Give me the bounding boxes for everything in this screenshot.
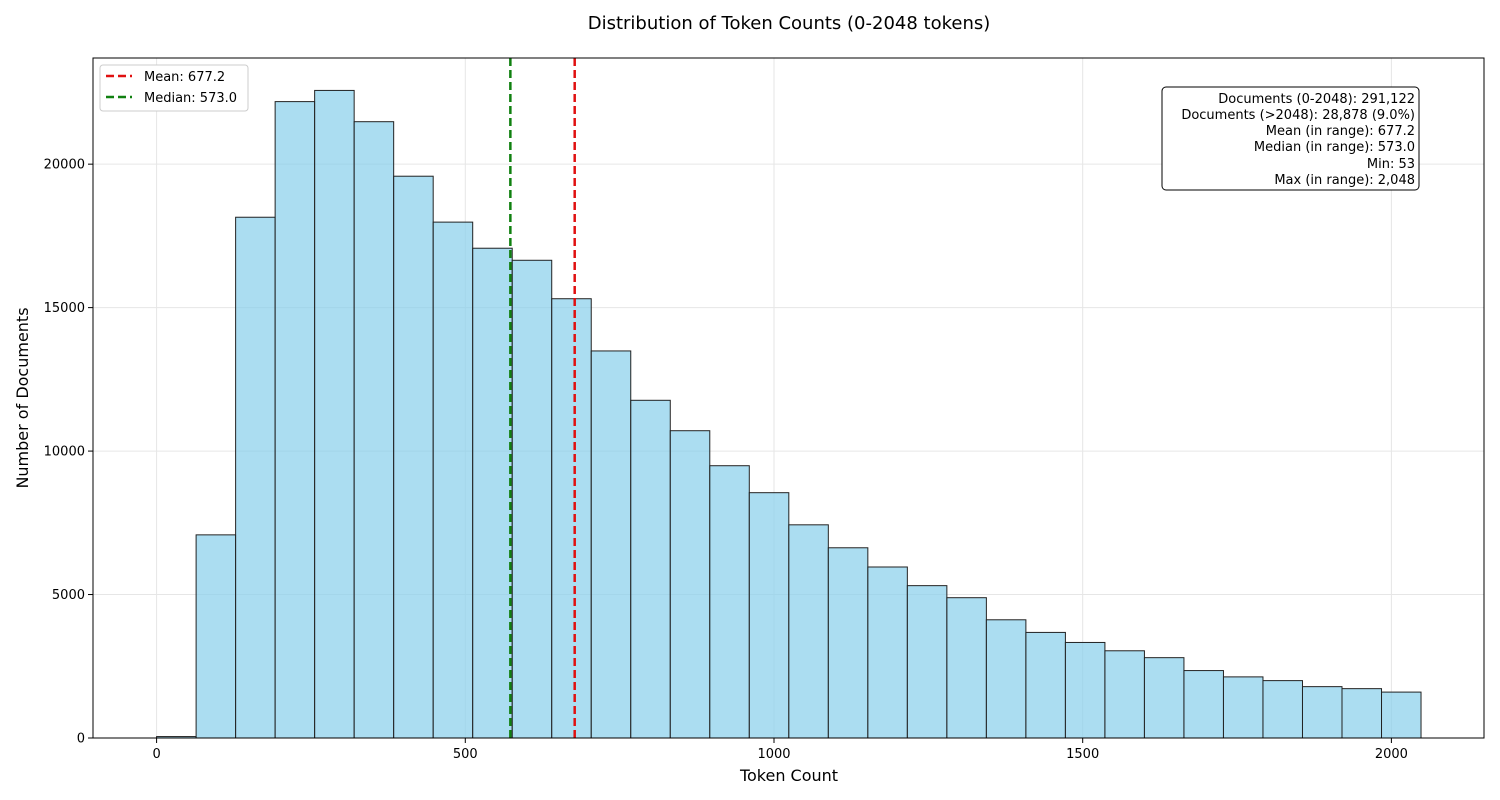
histogram-bar [1064, 641, 1106, 739]
stats-line-max: Max (in range): 2,048 [1274, 173, 1415, 188]
histogram-bar [1341, 688, 1383, 739]
legend-box [99, 64, 249, 112]
reference-lines [509, 58, 576, 738]
x-tick-label: 500 [453, 747, 478, 762]
histogram-bar [669, 430, 711, 739]
stats-box: Documents (0-2048): 291,122 Documents (>… [1161, 86, 1420, 191]
histogram-bar [867, 566, 908, 739]
stats-line-mean: Mean (in range): 677.2 [1266, 124, 1415, 139]
histogram-bar [472, 247, 513, 739]
stats-line-documents-over: Documents (>2048): 28,878 (9.0%) [1181, 108, 1415, 123]
histogram-bar [314, 89, 355, 739]
stats-box-frame [1161, 86, 1420, 191]
x-tick-label: 0 [152, 747, 160, 762]
histogram-bars [156, 89, 1422, 739]
histogram-bar [946, 597, 987, 739]
legend: Mean: 677.2 Median: 573.0 [99, 64, 249, 112]
stats-line-median: Median (in range): 573.0 [1254, 140, 1415, 155]
legend-mean-label: Mean: 677.2 [144, 70, 225, 85]
histogram-bar [906, 585, 948, 739]
y-tick-label: 15000 [44, 301, 85, 316]
histogram-bar [274, 101, 316, 739]
histogram-bar [788, 524, 829, 739]
y-tick-label: 5000 [52, 588, 85, 603]
histogram-bar [1104, 650, 1145, 739]
histogram-bar [551, 298, 592, 739]
chart-title: Distribution of Token Counts (0-2048 tok… [588, 13, 991, 34]
y-axis-ticks: 0 5000 10000 15000 20000 [44, 158, 93, 747]
x-tick-label: 2000 [1375, 747, 1408, 762]
histogram-bar [1025, 631, 1066, 739]
histogram-bar [195, 534, 237, 739]
y-tick-label: 10000 [44, 445, 85, 460]
histogram-bar [1183, 670, 1224, 739]
histogram-bar [630, 399, 671, 739]
x-tick-label: 1000 [757, 747, 790, 762]
stats-line-documents-in-range: Documents (0-2048): 291,122 [1218, 92, 1415, 107]
histogram-bar [985, 619, 1027, 739]
histogram-bar [432, 221, 474, 739]
histogram-bar [590, 350, 632, 739]
histogram-bar [235, 216, 276, 739]
x-axis-label: Token Count [739, 766, 838, 785]
x-tick-label: 1500 [1066, 747, 1099, 762]
stats-line-min: Min: 53 [1367, 157, 1415, 172]
histogram-bar [393, 175, 434, 739]
x-axis-ticks: 0 500 1000 1500 2000 [152, 738, 1408, 762]
histogram-bar [353, 121, 395, 739]
histogram-bar [511, 259, 553, 739]
histogram-bar [709, 465, 750, 739]
y-tick-label: 0 [77, 732, 85, 747]
histogram-bar [1222, 676, 1264, 739]
plot-frame [92, 57, 1485, 739]
y-tick-label: 20000 [44, 158, 85, 173]
histogram-bar [1262, 680, 1303, 739]
legend-median-label: Median: 573.0 [144, 91, 237, 106]
histogram-bar [1381, 691, 1422, 739]
histogram-bar [1143, 657, 1185, 739]
histogram-bar [827, 547, 869, 739]
histogram-bar [1301, 686, 1343, 739]
histogram-bar [748, 492, 790, 739]
y-axis-label: Number of Documents [13, 307, 32, 488]
